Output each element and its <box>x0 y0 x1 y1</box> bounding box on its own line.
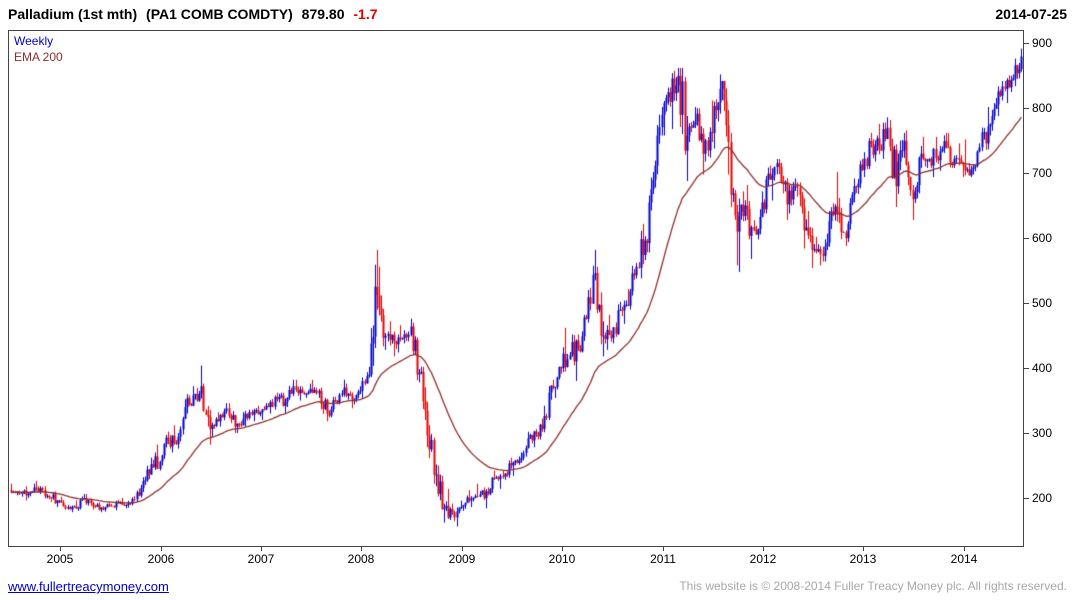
price-chart-canvas <box>9 31 1023 546</box>
y-tick-mark <box>1024 173 1029 174</box>
x-axis-label: 2009 <box>448 552 476 566</box>
y-axis-label: 500 <box>1032 296 1053 310</box>
x-tick-mark <box>663 547 664 551</box>
y-axis-label: 400 <box>1032 361 1053 375</box>
chart-legend: Weekly EMA 200 <box>14 33 63 65</box>
x-tick-mark <box>261 547 262 551</box>
x-tick-mark <box>462 547 463 551</box>
chart-title: Palladium (1st mth) (PA1 COMB COMDTY) 87… <box>8 6 383 22</box>
x-axis-label: 2013 <box>849 552 877 566</box>
x-axis-label: 2007 <box>247 552 275 566</box>
legend-ema-label: EMA 200 <box>14 50 63 64</box>
y-axis-label: 300 <box>1032 426 1053 440</box>
x-axis-label: 2010 <box>548 552 576 566</box>
x-tick-mark <box>763 547 764 551</box>
x-axis-label: 2005 <box>46 552 74 566</box>
y-tick-mark <box>1024 108 1029 109</box>
y-axis-label: 800 <box>1032 101 1053 115</box>
x-axis-label: 2011 <box>650 552 676 566</box>
last-price: 879.80 <box>301 6 345 22</box>
plot-area: Weekly EMA 200 <box>8 30 1024 547</box>
y-tick-mark <box>1024 433 1029 434</box>
x-tick-mark <box>964 547 965 551</box>
price-change: -1.7 <box>353 6 378 22</box>
y-tick-mark <box>1024 498 1029 499</box>
x-tick-mark <box>863 547 864 551</box>
y-axis-label: 700 <box>1032 166 1053 180</box>
chart-header: Palladium (1st mth) (PA1 COMB COMDTY) 87… <box>8 6 1067 22</box>
x-tick-mark <box>60 547 61 551</box>
x-tick-mark <box>161 547 162 551</box>
x-axis-label: 2012 <box>749 552 777 566</box>
y-tick-mark <box>1024 303 1029 304</box>
footer-link[interactable]: www.fullertreacymoney.com <box>8 579 169 594</box>
y-axis-label: 900 <box>1032 36 1053 50</box>
x-tick-mark <box>562 547 563 551</box>
legend-weekly-label: Weekly <box>14 34 54 48</box>
x-axis-label: 2014 <box>950 552 978 566</box>
y-tick-mark <box>1024 238 1029 239</box>
instrument-code: (PA1 COMB COMDTY) <box>146 6 293 22</box>
y-axis-label: 200 <box>1032 491 1053 505</box>
y-tick-mark <box>1024 368 1029 369</box>
copyright-text: This website is © 2008-2014 Fuller Treac… <box>679 579 1067 593</box>
x-axis-label: 2008 <box>347 552 375 566</box>
instrument-name: Palladium (1st mth) <box>8 6 138 22</box>
y-tick-mark <box>1024 43 1029 44</box>
y-axis-label: 600 <box>1032 231 1053 245</box>
chart-date: 2014-07-25 <box>995 6 1067 22</box>
x-axis-label: 2006 <box>147 552 175 566</box>
x-tick-mark <box>361 547 362 551</box>
